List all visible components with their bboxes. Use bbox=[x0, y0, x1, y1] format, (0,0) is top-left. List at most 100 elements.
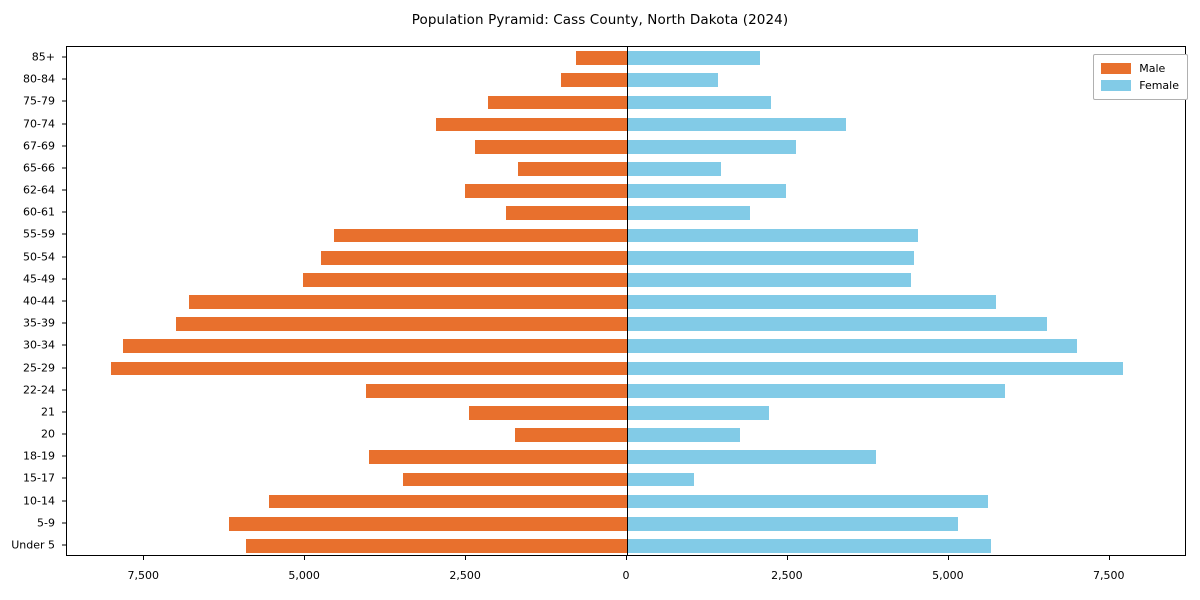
bar-male bbox=[518, 162, 627, 176]
pyramid-row bbox=[67, 428, 1185, 442]
y-axis-label: 15-17 bbox=[23, 471, 55, 485]
bar-male bbox=[368, 450, 627, 465]
y-axis-label: 55-59 bbox=[23, 227, 55, 241]
y-axis-label: 75-79 bbox=[23, 94, 55, 108]
y-axis-label: 35-39 bbox=[23, 316, 55, 330]
legend-label-male: Male bbox=[1139, 62, 1166, 75]
legend-item-male: Male bbox=[1101, 60, 1179, 77]
y-axis-tick bbox=[62, 211, 66, 213]
pyramid-row bbox=[67, 539, 1185, 553]
bar-female bbox=[627, 539, 991, 553]
bar-male bbox=[334, 228, 627, 243]
bar-female bbox=[627, 250, 915, 265]
pyramid-row bbox=[67, 206, 1185, 221]
pyramid-row bbox=[67, 317, 1185, 332]
y-axis-tick bbox=[62, 522, 66, 524]
y-axis-tick bbox=[62, 278, 66, 280]
legend-swatch-male-icon bbox=[1101, 63, 1132, 74]
zero-axis-line bbox=[627, 47, 629, 555]
y-axis-tick bbox=[62, 455, 66, 457]
x-axis-label: 2,500 bbox=[449, 569, 481, 582]
bar-male bbox=[475, 139, 627, 154]
pyramid-row bbox=[67, 383, 1185, 398]
y-axis-tick bbox=[62, 167, 66, 169]
x-axis-label: 7,500 bbox=[127, 569, 159, 582]
bar-female bbox=[627, 117, 846, 132]
bar-female bbox=[627, 95, 772, 110]
x-axis-tick bbox=[465, 556, 467, 560]
pyramid-row bbox=[67, 228, 1185, 243]
x-axis-tick bbox=[626, 556, 627, 560]
y-axis-label: Under 5 bbox=[11, 538, 55, 552]
bar-female bbox=[627, 317, 1047, 332]
y-axis-label: 45-49 bbox=[23, 272, 55, 286]
y-axis-tick bbox=[62, 300, 66, 302]
bar-female bbox=[627, 361, 1123, 376]
y-axis-tick bbox=[62, 433, 66, 435]
bar-male bbox=[515, 428, 627, 442]
bar-male bbox=[123, 339, 627, 354]
bar-male bbox=[366, 383, 627, 398]
bar-female bbox=[627, 206, 750, 221]
y-axis: 85+ 80-84 75-79 70-74 67-69 65-66 62-64 60-61 55… bbox=[0, 46, 66, 556]
bar-male bbox=[189, 295, 627, 309]
bar-female bbox=[627, 162, 721, 176]
pyramid-row bbox=[67, 139, 1185, 154]
x-axis-label: 0 bbox=[622, 569, 630, 582]
y-axis-label: 40-44 bbox=[23, 294, 55, 308]
bar-male bbox=[464, 184, 627, 198]
y-axis-tick bbox=[62, 367, 66, 369]
y-axis-label: 67-69 bbox=[23, 139, 55, 153]
bar-female bbox=[627, 405, 770, 420]
legend-swatch-female-icon bbox=[1101, 80, 1132, 91]
y-axis-label: 25-29 bbox=[23, 361, 55, 375]
pyramid-row bbox=[67, 95, 1185, 110]
y-axis-tick bbox=[62, 145, 66, 147]
y-axis-tick bbox=[62, 477, 66, 479]
pyramid-row bbox=[67, 250, 1185, 265]
y-axis-label: 5-9 bbox=[37, 516, 55, 530]
x-axis-label: 5,000 bbox=[288, 569, 320, 582]
y-axis-tick bbox=[62, 123, 66, 125]
y-axis-label: 18-19 bbox=[23, 449, 55, 463]
bar-female bbox=[627, 51, 760, 65]
pyramid-row bbox=[67, 117, 1185, 132]
bar-male bbox=[576, 51, 627, 65]
pyramid-row bbox=[67, 184, 1185, 198]
y-axis-tick bbox=[62, 56, 66, 58]
x-axis-tick bbox=[786, 556, 788, 560]
y-axis-label: 60-61 bbox=[23, 205, 55, 219]
pyramid-row bbox=[67, 51, 1185, 65]
pyramid-row bbox=[67, 339, 1185, 354]
legend[interactable]: Male Female bbox=[1093, 54, 1188, 100]
legend-label-female: Female bbox=[1139, 79, 1179, 92]
bar-female bbox=[627, 139, 796, 154]
bar-female bbox=[627, 339, 1077, 354]
y-axis-tick bbox=[62, 78, 66, 80]
pyramid-row bbox=[67, 516, 1185, 531]
bar-male bbox=[303, 272, 627, 287]
bar-female bbox=[627, 295, 996, 309]
y-axis-label: 70-74 bbox=[23, 117, 55, 131]
y-axis-label: 10-14 bbox=[23, 494, 55, 508]
bar-male bbox=[245, 539, 627, 553]
bar-male bbox=[321, 250, 627, 265]
y-axis-label: 22-24 bbox=[23, 383, 55, 397]
x-axis-label: 5,000 bbox=[932, 569, 964, 582]
pyramid-row bbox=[67, 450, 1185, 465]
bar-male bbox=[435, 117, 627, 132]
pyramid-row bbox=[67, 162, 1185, 176]
bar-female bbox=[627, 450, 877, 465]
bar-male bbox=[269, 494, 627, 509]
y-axis-label: 62-64 bbox=[23, 183, 55, 197]
bar-male bbox=[175, 317, 627, 332]
y-axis-tick bbox=[62, 544, 66, 546]
x-axis-tick bbox=[947, 556, 949, 560]
y-axis-label: 80-84 bbox=[23, 72, 55, 86]
bar-female bbox=[627, 228, 918, 243]
y-axis-tick bbox=[62, 189, 66, 191]
y-axis-label: 65-66 bbox=[23, 161, 55, 175]
pyramid-row bbox=[67, 272, 1185, 287]
y-axis-label: 21 bbox=[41, 405, 55, 419]
